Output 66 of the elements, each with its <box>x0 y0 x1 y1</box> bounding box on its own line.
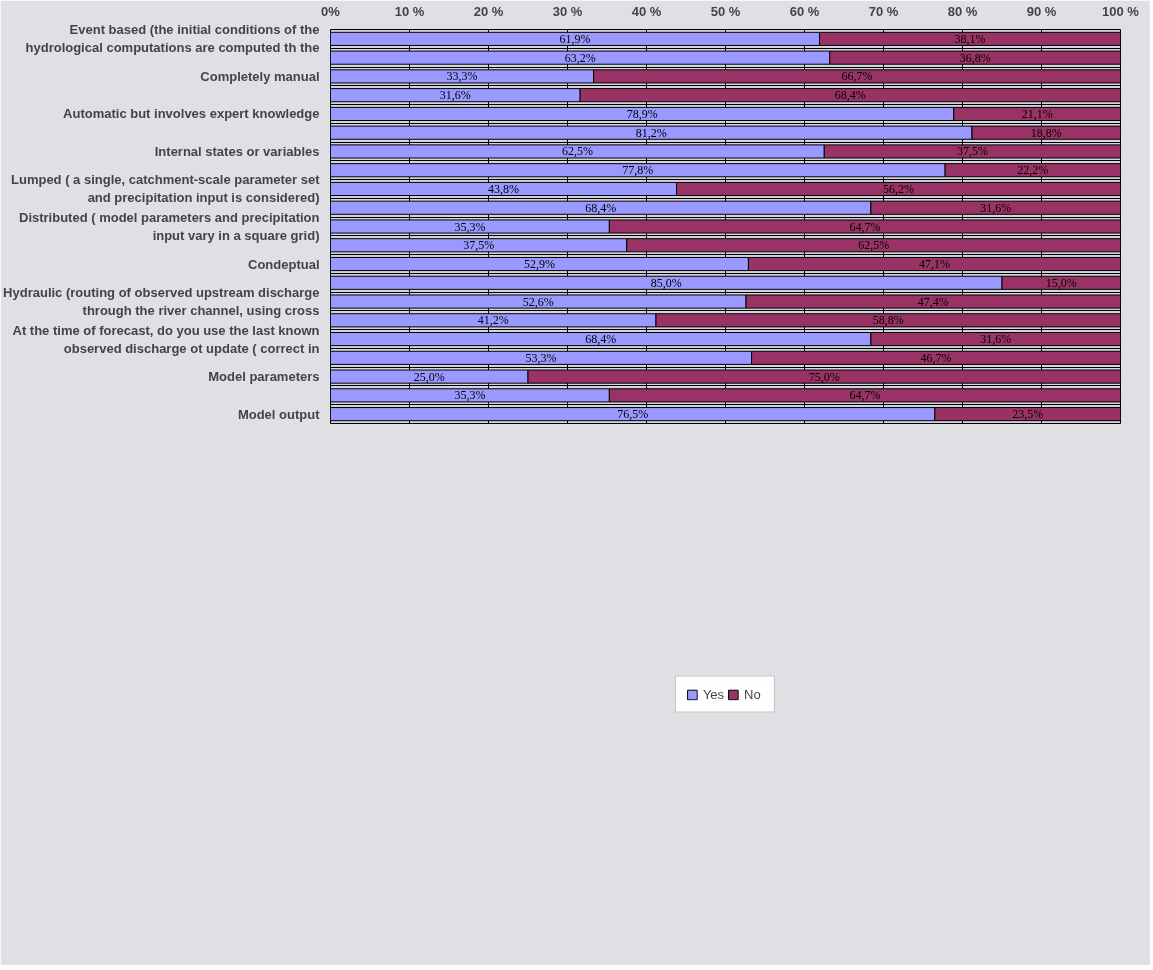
data-label: 78,9% <box>626 106 658 121</box>
data-label: 37,5% <box>956 144 988 159</box>
data-label: 47,1% <box>918 257 950 272</box>
x-tick-label: 50 % <box>710 3 741 19</box>
y-tick-label: At the time of forecast, do you use the last known observed discharge ot update ( correct in <box>12 322 320 356</box>
y-tick-label: Internal states or variables <box>154 143 320 159</box>
data-label: 56,2% <box>883 181 915 196</box>
x-tick-label: 20 % <box>473 3 504 19</box>
x-tick-label: 90 % <box>1026 3 1057 19</box>
x-tick-label: 10 % <box>394 3 425 19</box>
data-label: 18,8% <box>1030 125 1062 140</box>
x-tick-label: 60 % <box>789 3 820 19</box>
x-tick-label: 0% <box>321 3 341 19</box>
data-label: 62,5% <box>561 144 593 159</box>
data-label: 68,4% <box>834 88 866 103</box>
data-label: 68,4% <box>585 200 617 215</box>
data-label: 31,6% <box>980 332 1012 347</box>
x-tick-label: 30 % <box>552 3 583 19</box>
y-tick-label: Condeptual <box>248 256 320 272</box>
x-tick-label: 40 % <box>631 3 662 19</box>
data-label: 15,0% <box>1045 275 1077 290</box>
data-label: 22,2% <box>1017 163 1049 178</box>
data-label: 52,6% <box>522 294 554 309</box>
data-label: 35,3% <box>454 219 486 234</box>
data-label: 62,5% <box>858 238 890 253</box>
data-label: 68,4% <box>585 332 617 347</box>
data-label: 66,7% <box>841 69 873 84</box>
data-label: 61,9% <box>559 31 591 46</box>
legend-label: No <box>744 686 762 702</box>
x-tick-label: 80 % <box>947 3 978 19</box>
y-tick-label: Model output <box>237 406 321 422</box>
y-tick-label: Automatic but involves expert knowledge <box>63 106 320 122</box>
data-label: 53,3% <box>525 350 557 365</box>
data-label: 43,8% <box>488 181 520 196</box>
y-tick-label: Completely manual <box>200 68 320 84</box>
x-tick-label: 70 % <box>868 3 899 19</box>
data-label: 38,1% <box>954 31 986 46</box>
data-label: 37,5% <box>463 238 495 253</box>
data-label: 64,7% <box>849 388 881 403</box>
data-label: 52,9% <box>523 257 555 272</box>
y-tick-label: Distributed ( model parameters and precipitation input vary in a square grid) <box>19 210 320 243</box>
data-label: 46,7% <box>920 350 952 365</box>
data-label: 75,0% <box>808 369 840 384</box>
y-tick-label: Lumped ( a single, catchment-scale parameter set and precipitation input is considered) <box>11 172 321 206</box>
data-label: 25,0% <box>413 369 445 384</box>
data-label: 58,8% <box>872 313 904 328</box>
data-label: 36,8% <box>959 50 991 65</box>
data-label: 77,8% <box>622 163 654 178</box>
data-label: 81,2% <box>635 125 667 140</box>
data-label: 76,5% <box>617 407 649 422</box>
legend-label: Yes <box>702 686 725 702</box>
data-label: 33,3% <box>446 69 478 84</box>
y-tick-label: Hydraulic (routing of observed upstream discharge through the river channel, using cross <box>3 285 320 319</box>
data-label: 35,3% <box>454 388 486 403</box>
y-tick-label: Event based (the initial conditions of the hydrological computations are computed th the <box>25 22 320 56</box>
data-label: 21,1% <box>1021 106 1053 121</box>
data-label: 64,7% <box>849 219 881 234</box>
data-label: 31,6% <box>980 200 1012 215</box>
data-label: 85,0% <box>650 275 682 290</box>
data-label: 31,6% <box>439 88 471 103</box>
data-label: 47,4% <box>917 294 949 309</box>
data-label: 63,2% <box>564 50 596 65</box>
x-tick-label: 100 % <box>1102 3 1140 19</box>
data-label: 41,2% <box>477 313 509 328</box>
y-tick-label: Model parameters <box>208 369 320 385</box>
data-label: 23,5% <box>1012 407 1044 422</box>
